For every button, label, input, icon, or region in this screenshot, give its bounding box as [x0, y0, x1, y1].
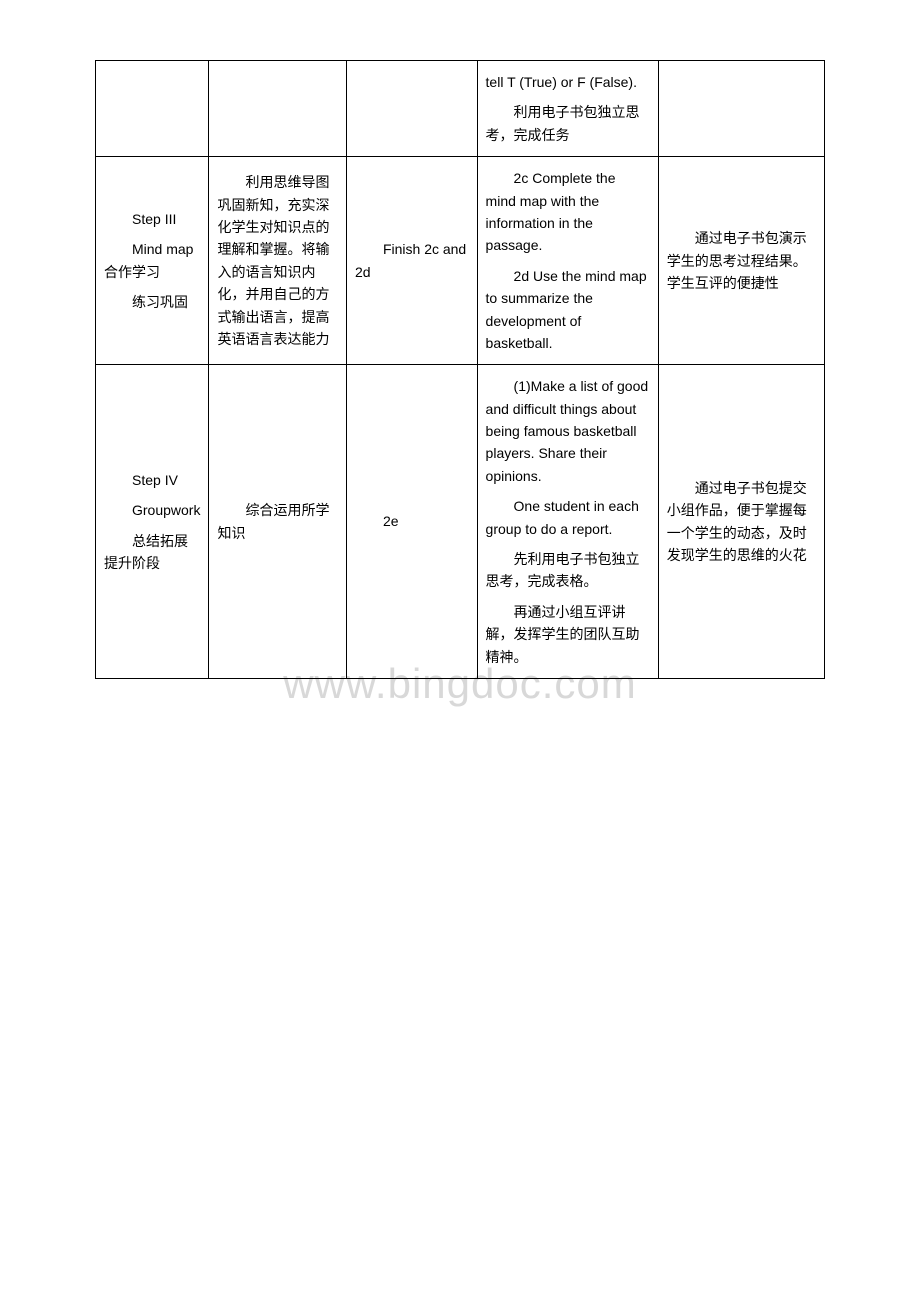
activity-text: 2d Use the mind map to summarize the dev… [486, 265, 650, 355]
cell-step: Step III Mind map合作学习 练习巩固 [96, 157, 209, 365]
activity-text: 再通过小组互评讲解，发挥学生的团队互助精神。 [486, 601, 650, 668]
activity-text: tell T (True) or F (False). [486, 71, 650, 93]
cell-activity: tell T (True) or F (False). 利用电子书包独立思考，完… [477, 61, 658, 157]
cell-tech: 通过电子书包演示学生的思考过程结果。学生互评的便捷性 [658, 157, 824, 365]
table-row: Step III Mind map合作学习 练习巩固 利用思维导图巩固新知，充实… [96, 157, 825, 365]
step-label: Step III [104, 208, 200, 230]
purpose-text: 综合运用所学知识 [217, 499, 337, 544]
cell-step: Step IV Groupwork 总结拓展提升阶段 [96, 365, 209, 679]
table-row: Step IV Groupwork 总结拓展提升阶段 综合运用所学知识 2e (… [96, 365, 825, 679]
cell-purpose: 利用思维导图巩固新知，充实深化学生对知识点的理解和掌握。将输入的语言知识内化，并… [209, 157, 346, 365]
cell-purpose [209, 61, 346, 157]
activity-text: (1)Make a list of good and difficult thi… [486, 375, 650, 487]
step-subtitle: 总结拓展提升阶段 [104, 530, 200, 575]
activity-text: One student in each group to do a report… [486, 495, 650, 540]
activity-text: 先利用电子书包独立思考，完成表格。 [486, 548, 650, 593]
cell-task: Finish 2c and 2d [346, 157, 477, 365]
cell-activity: (1)Make a list of good and difficult thi… [477, 365, 658, 679]
cell-step [96, 61, 209, 157]
tech-text: 通过电子书包演示学生的思考过程结果。学生互评的便捷性 [667, 227, 816, 294]
cell-task [346, 61, 477, 157]
task-text: 2e [355, 510, 469, 532]
task-text: Finish 2c and 2d [355, 238, 469, 283]
step-subtitle: 练习巩固 [104, 291, 200, 313]
cell-tech: 通过电子书包提交小组作品，便于掌握每一个学生的动态，及时发现学生的思维的火花 [658, 365, 824, 679]
step-title: Groupwork [104, 499, 200, 521]
cell-tech [658, 61, 824, 157]
cell-task: 2e [346, 365, 477, 679]
activity-text: 利用电子书包独立思考，完成任务 [486, 101, 650, 146]
step-title: Mind map合作学习 [104, 238, 200, 283]
cell-activity: 2c Complete the mind map with the inform… [477, 157, 658, 365]
table-row: tell T (True) or F (False). 利用电子书包独立思考，完… [96, 61, 825, 157]
step-label: Step IV [104, 469, 200, 491]
cell-purpose: 综合运用所学知识 [209, 365, 346, 679]
activity-text: 2c Complete the mind map with the inform… [486, 167, 650, 257]
purpose-text: 利用思维导图巩固新知，充实深化学生对知识点的理解和掌握。将输入的语言知识内化，并… [217, 171, 337, 350]
lesson-plan-table: tell T (True) or F (False). 利用电子书包独立思考，完… [95, 60, 825, 679]
tech-text: 通过电子书包提交小组作品，便于掌握每一个学生的动态，及时发现学生的思维的火花 [667, 477, 816, 567]
